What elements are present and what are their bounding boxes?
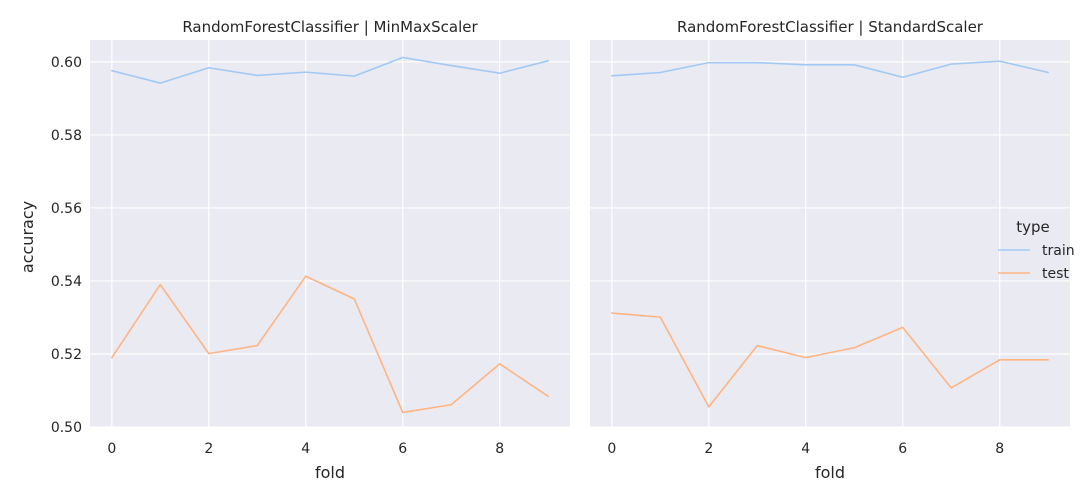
panel-title: RandomForestClassifier | MinMaxScaler xyxy=(182,18,478,36)
x-tick-label: 8 xyxy=(995,441,1004,457)
legend-label-test: test xyxy=(1042,266,1069,282)
facet-panel-0: RandomForestClassifier | MinMaxScaler 0 2 4… xyxy=(51,18,570,482)
series-line-train xyxy=(111,56,549,84)
y-tick-label: 0.52 xyxy=(51,347,82,363)
series-line-test xyxy=(611,312,1049,408)
y-axis-label: accuracy xyxy=(18,201,37,273)
y-tick-label: 0.60 xyxy=(51,55,82,71)
y-tick-label: 0.58 xyxy=(51,128,82,144)
x-tick-label: 0 xyxy=(607,441,616,457)
x-tick-label: 2 xyxy=(704,441,713,457)
x-axis-label: fold xyxy=(815,463,845,482)
plot-area xyxy=(590,40,1070,427)
legend: type train test xyxy=(998,218,1075,282)
y-tick-label: 0.54 xyxy=(51,274,82,290)
x-tick-label: 4 xyxy=(301,441,310,457)
plot-area xyxy=(90,40,570,427)
x-tick-label: 0 xyxy=(107,441,116,457)
x-tick-label: 6 xyxy=(398,441,407,457)
x-tick-label: 4 xyxy=(801,441,810,457)
panel-title: RandomForestClassifier | StandardScaler xyxy=(677,18,984,36)
x-axis-label: fold xyxy=(315,463,345,482)
x-tick-label: 6 xyxy=(898,441,907,457)
x-tick-label: 2 xyxy=(204,441,213,457)
y-tick-label: 0.50 xyxy=(51,420,82,436)
y-tick-label: 0.56 xyxy=(51,201,82,217)
legend-title: type xyxy=(1016,218,1050,236)
series-line-test xyxy=(111,275,549,414)
legend-label-train: train xyxy=(1042,243,1075,259)
x-tick-label: 8 xyxy=(495,441,504,457)
facet-panel-1: RandomForestClassifier | StandardScaler 0… xyxy=(590,18,1070,482)
series-line-train xyxy=(611,60,1049,79)
